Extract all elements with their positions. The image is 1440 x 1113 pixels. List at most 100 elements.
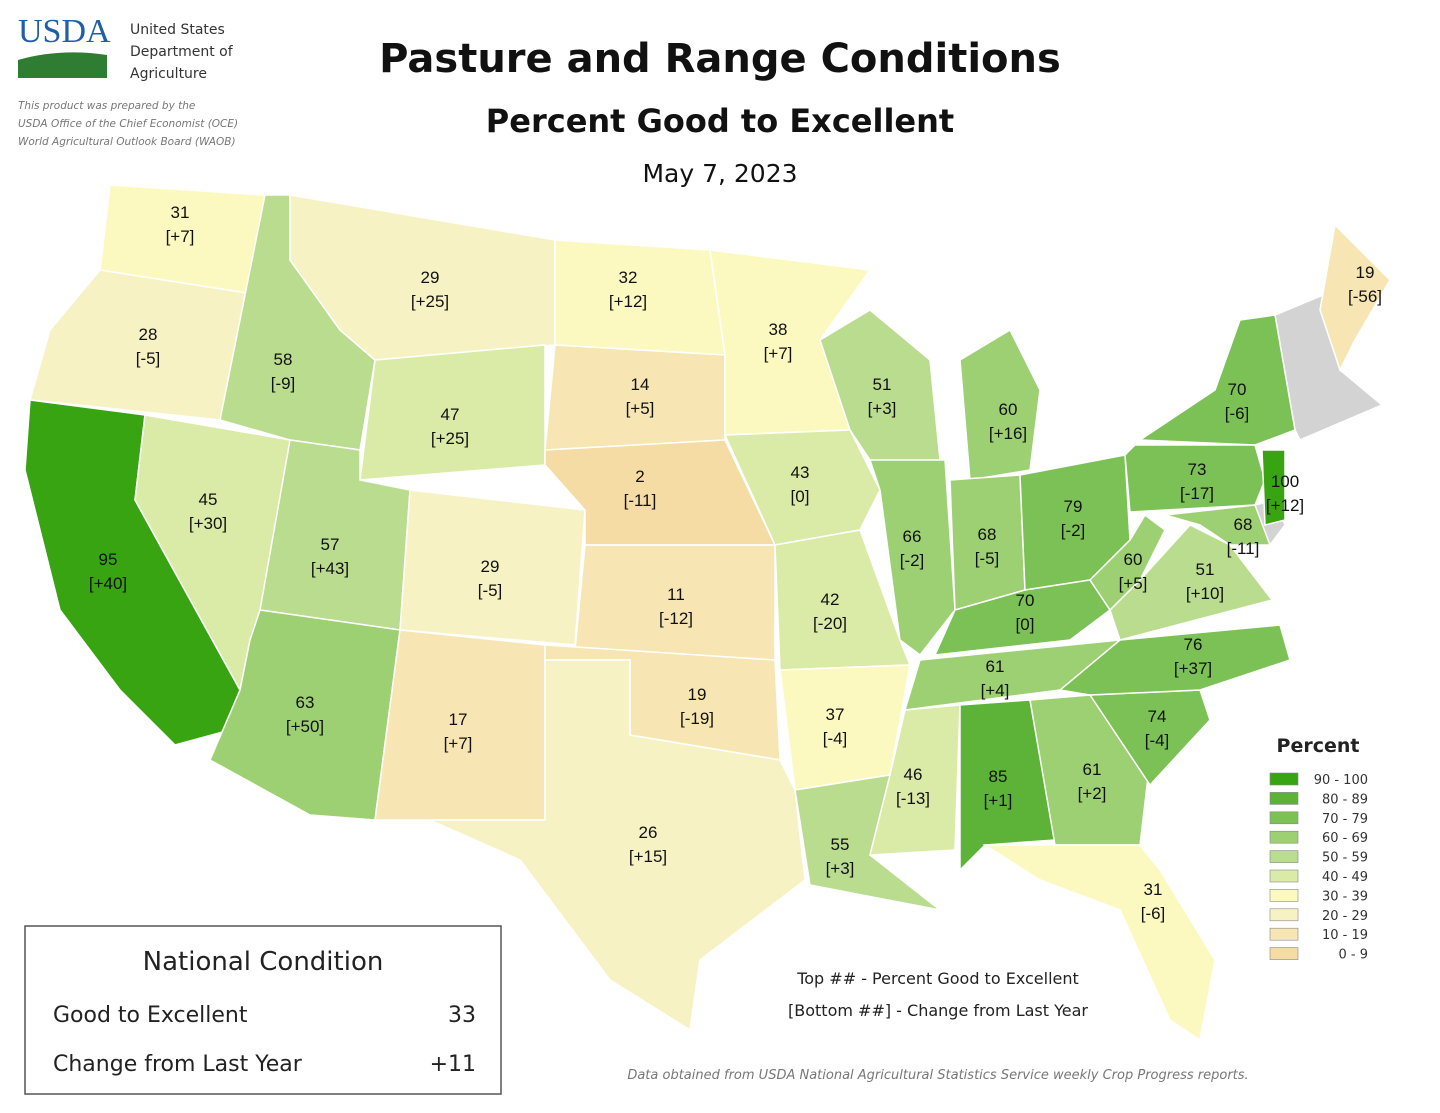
state-change: [-19] <box>680 709 714 728</box>
state-region <box>1319 223 1391 372</box>
state-value: 85 <box>989 767 1008 786</box>
source: Data obtained from USDA National Agricul… <box>627 1068 1248 1083</box>
credit: This product was prepared by the USDA Of… <box>18 100 238 148</box>
state-change: [+25] <box>431 429 469 448</box>
state-change: [+2] <box>1078 784 1107 803</box>
state-change: [+12] <box>609 292 647 311</box>
state-change: [-56] <box>1348 287 1382 306</box>
state-value: 66 <box>903 527 922 546</box>
states <box>24 184 1391 1042</box>
state-value: 28 <box>139 325 158 344</box>
state-change: [-13] <box>896 789 930 808</box>
state-change: [+37] <box>1174 659 1212 678</box>
state-value: 19 <box>688 685 707 704</box>
agency: United States Department of Agriculture <box>130 22 234 82</box>
state-change: [+30] <box>189 514 227 533</box>
state-value: 74 <box>1148 707 1167 726</box>
subtitle: Percent Good to Excellent <box>486 102 954 140</box>
legend-swatch <box>1269 927 1299 941</box>
state-value: 61 <box>986 657 1005 676</box>
state-change: [-6] <box>1225 404 1250 423</box>
state-change: [+3] <box>826 859 855 878</box>
logo-field <box>18 52 107 78</box>
legend-label: 50 - 59 <box>1322 851 1368 866</box>
state-change: [+25] <box>411 292 449 311</box>
state-value: 38 <box>769 320 788 339</box>
state-value: 60 <box>999 400 1018 419</box>
state-change: [-6] <box>1141 904 1166 923</box>
state-value: 76 <box>1184 635 1203 654</box>
state-region <box>794 774 941 911</box>
state-change: [+16] <box>989 424 1027 443</box>
national-label: Good to Excellent <box>53 1003 248 1028</box>
date: May 7, 2023 <box>642 159 797 188</box>
state-value: 17 <box>449 710 468 729</box>
state-value: 11 <box>667 585 685 604</box>
legend-swatch <box>1269 850 1299 863</box>
state-value: 32 <box>619 268 638 287</box>
state-value: 58 <box>274 350 293 369</box>
agency-line: Agriculture <box>130 66 207 82</box>
state-value: 70 <box>1016 591 1035 610</box>
state-change: [+50] <box>286 717 324 736</box>
state-change: [+40] <box>89 574 127 593</box>
state-change: [+1] <box>984 791 1013 810</box>
state-change: [+15] <box>629 847 667 866</box>
state-value: 61 <box>1083 760 1102 779</box>
state-change: [+5] <box>626 399 655 418</box>
national-value: +11 <box>430 1052 476 1077</box>
legend-label: 0 - 9 <box>1339 948 1369 963</box>
legend-label: 80 - 89 <box>1322 792 1368 807</box>
agency-line: Department of <box>130 44 234 60</box>
state-value: 55 <box>831 835 850 854</box>
state-change: [-4] <box>1145 731 1170 750</box>
national-value: 33 <box>448 1003 476 1028</box>
state-value: 57 <box>321 535 340 554</box>
state-change: [-20] <box>813 614 847 633</box>
state-change: [-2] <box>900 551 925 570</box>
state-change: [-5] <box>478 581 503 600</box>
agency-line: United States <box>130 22 225 38</box>
state-change: [-4] <box>823 729 848 748</box>
state-value: 68 <box>1234 515 1253 534</box>
state-region <box>1137 314 1296 446</box>
legend: 90 - 100 80 - 89 70 - 79 60 - 69 50 - 59 40 -… <box>1269 772 1369 963</box>
state-change: [-11] <box>624 491 657 510</box>
state-value: 31 <box>1144 880 1163 899</box>
state-region <box>29 269 261 421</box>
state-change: [-5] <box>975 549 1000 568</box>
state-value: 14 <box>631 375 650 394</box>
state-change: [0] <box>791 487 810 506</box>
state-region <box>1261 449 1286 526</box>
national-label: Change from Last Year <box>53 1052 303 1077</box>
legend-title: Percent <box>1277 735 1360 757</box>
legend-swatch <box>1269 772 1299 786</box>
state-change: [0] <box>1016 615 1035 634</box>
state-change: [-2] <box>1061 521 1086 540</box>
credit-line: USDA Office of the Chief Economist (OCE) <box>18 118 238 130</box>
title: Pasture and Range Conditions <box>379 36 1061 82</box>
state-value: 68 <box>978 525 997 544</box>
legend-label: 40 - 49 <box>1322 870 1368 885</box>
state-value: 45 <box>199 490 218 509</box>
state-value: 42 <box>821 590 840 609</box>
legend-swatch <box>1269 947 1299 960</box>
state-value: 63 <box>296 693 315 712</box>
credit-line: World Agricultural Outlook Board (WAOB) <box>18 136 236 148</box>
state-change: [+3] <box>868 399 897 418</box>
state-labels: 31 [+7] 28 [-5] 95 [+40] 45 [+30] 58 [-9] 29 [+25] 4… <box>89 203 1382 923</box>
state-region <box>774 529 912 671</box>
legend-swatch <box>1269 889 1299 902</box>
state-change: [-17] <box>1180 484 1214 503</box>
state-change: [-11] <box>1227 539 1260 558</box>
state-value: 26 <box>639 823 658 842</box>
legend-label: 70 - 79 <box>1322 812 1368 827</box>
state-region <box>869 704 961 856</box>
state-change: [+7] <box>166 227 195 246</box>
note: [Bottom ##] - Change from Last Year <box>788 1001 1088 1020</box>
credit-line: This product was prepared by the <box>18 100 195 112</box>
state-region <box>1164 504 1272 546</box>
state-value: 70 <box>1228 380 1247 399</box>
